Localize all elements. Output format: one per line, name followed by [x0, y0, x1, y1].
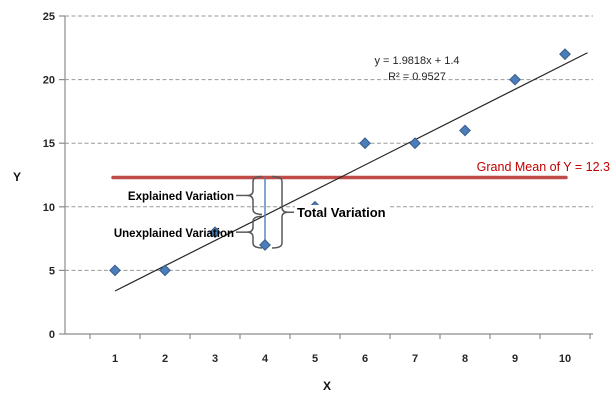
- unexplained-variation-label: Unexplained Variation: [113, 228, 234, 240]
- x-tick-label-5: 5: [312, 353, 318, 365]
- y-tick-label-25: 25: [43, 11, 55, 23]
- x-tick-label-9: 9: [512, 353, 518, 365]
- y-tick-label-10: 10: [43, 202, 55, 214]
- y-tick-label-5: 5: [49, 265, 55, 277]
- x-tick-label-7: 7: [412, 353, 418, 365]
- data-point-1: [109, 264, 121, 277]
- total-brace: [271, 175, 289, 249]
- data-point-4: [259, 239, 271, 251]
- grand-mean-label: Grand Mean of Y = 12.3: [476, 160, 610, 174]
- data-point-8: [459, 124, 471, 137]
- total-variation-label: Total Variation: [295, 205, 388, 220]
- x-tick-label-3: 3: [212, 353, 218, 365]
- data-point-10: [559, 48, 571, 61]
- x-tick-label-6: 6: [362, 353, 368, 365]
- y-tick-label-20: 20: [43, 75, 55, 87]
- x-axis-title: X: [323, 379, 332, 393]
- y-axis-title: Y: [13, 170, 22, 184]
- explained-variation-label: Explained Variation: [127, 191, 234, 203]
- data-point-2: [159, 264, 171, 277]
- x-tick-label-2: 2: [162, 353, 168, 365]
- trendline-r-squared: R² = 0.9527: [388, 71, 446, 83]
- explained-brace: [246, 175, 263, 216]
- trendline: [114, 52, 588, 292]
- x-tick-label-10: 10: [559, 353, 571, 365]
- y-tick-label-0: 0: [49, 329, 55, 341]
- x-tick-label-1: 1: [112, 353, 118, 365]
- x-tick-label-4: 4: [262, 353, 269, 365]
- data-point-6: [359, 137, 371, 150]
- data-point-9: [509, 73, 521, 86]
- data-point-7: [409, 137, 421, 150]
- data-point-3: [209, 226, 221, 239]
- trendline-equation: y = 1.9818x + 1.4: [374, 55, 460, 67]
- y-tick-label-15: 15: [43, 138, 55, 150]
- x-tick-label-8: 8: [462, 353, 468, 365]
